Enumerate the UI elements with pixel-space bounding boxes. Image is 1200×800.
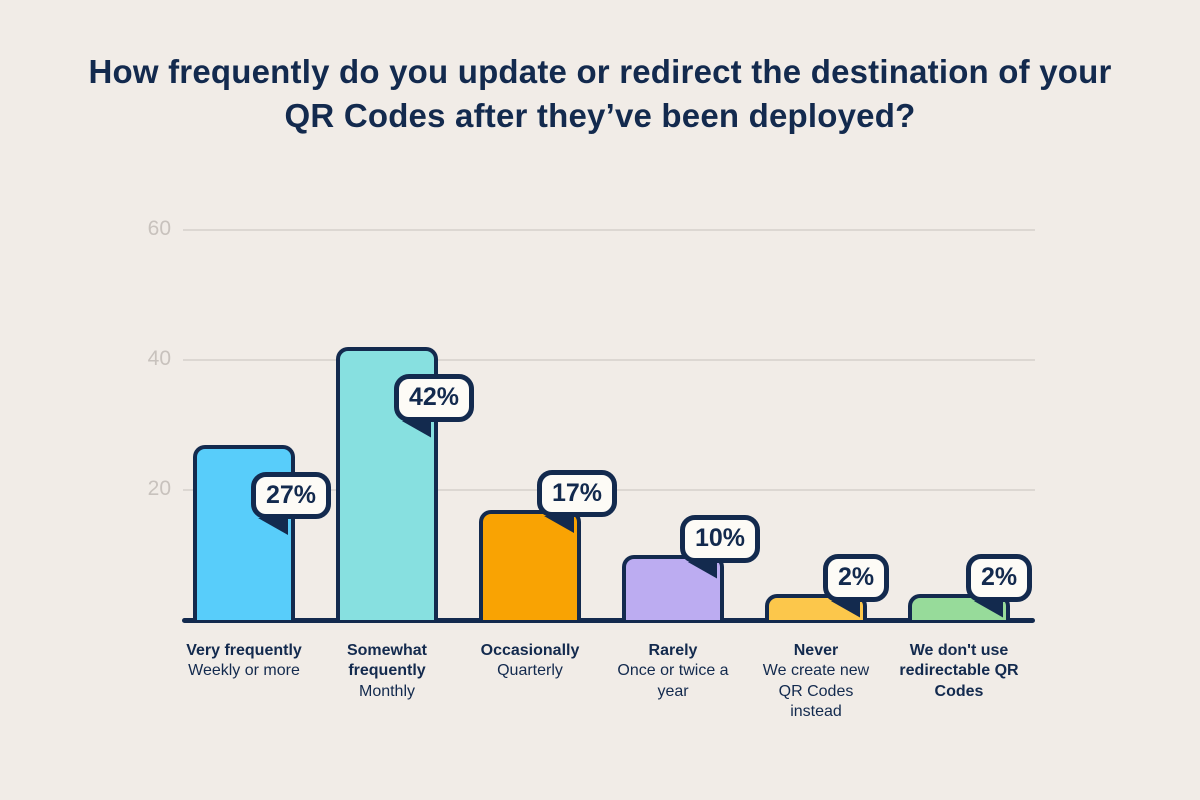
category-sublabel-line: instead <box>790 703 842 721</box>
category-label-4: Rarely Once or twice a year <box>593 641 753 702</box>
y-axis-tick-label-20: 20 <box>147 477 171 500</box>
category-sublabel-line: We create new <box>762 662 870 680</box>
value-badge-text: 42% <box>409 383 460 411</box>
gridline-60 <box>183 229 1035 231</box>
gridline-40 <box>183 359 1035 361</box>
category-label-2: Somewhat frequently Monthly <box>307 641 467 702</box>
value-badge-text: 27% <box>266 480 317 509</box>
bar-3 <box>479 509 581 620</box>
value-badge-3: 17% <box>537 469 618 533</box>
category-sublabel-line: Weekly or more <box>188 662 300 680</box>
category-label-line: redirectable QR <box>899 662 1019 680</box>
value-badge-text: 17% <box>552 478 603 507</box>
bar-2 <box>336 347 438 620</box>
bar-1 <box>193 444 295 620</box>
value-badge-text: 2% <box>981 563 1018 591</box>
y-axis-tick-label-60: 60 <box>147 217 171 240</box>
category-label-line: frequently <box>348 662 426 680</box>
x-axis-line <box>182 618 1035 623</box>
value-badge-6: 2% <box>966 554 1033 618</box>
value-badge-4: 10% <box>680 515 761 579</box>
category-label-5: Never We create new QR Codes instead <box>736 641 896 723</box>
category-label-1: Very frequently Weekly or more <box>164 641 324 682</box>
category-label-line: Rarely <box>648 642 698 659</box>
category-label-line: Very frequently <box>186 642 302 659</box>
value-badge-1: 27% <box>251 471 332 535</box>
category-label-6: We don't use redirectable QR Codes <box>879 641 1039 702</box>
value-badge-text: 2% <box>838 563 875 591</box>
chart-title: How frequently do you update or redirect… <box>88 53 1112 135</box>
category-label-line: We don't use <box>909 642 1009 659</box>
y-axis-tick-label-40: 40 <box>147 347 171 370</box>
category-sublabel-line: Once or twice a <box>617 662 729 680</box>
value-badge-5: 2% <box>823 554 890 618</box>
category-sublabel-line: year <box>657 682 689 700</box>
category-label-3: Occasionally Quarterly <box>450 641 610 682</box>
category-label-line: Occasionally <box>480 642 580 659</box>
category-label-line: Never <box>793 642 839 659</box>
category-sublabel-line: Monthly <box>358 682 416 700</box>
category-sublabel-line: Quarterly <box>497 662 563 680</box>
category-label-line: Somewhat <box>346 642 427 659</box>
value-badge-text: 10% <box>695 524 746 552</box>
category-sublabel-line: QR Codes <box>778 682 854 700</box>
category-label-line: Codes <box>934 682 984 700</box>
value-badge-2: 42% <box>394 374 475 438</box>
